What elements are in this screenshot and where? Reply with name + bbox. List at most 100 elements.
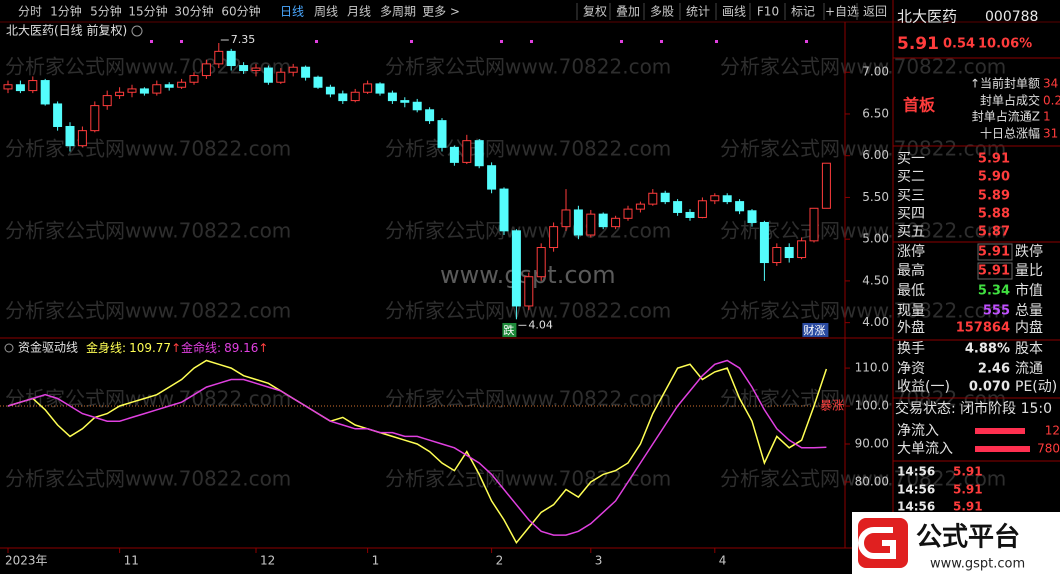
trade-time: 14:56: [897, 465, 935, 479]
watermark: 分析家公式网www.70822.com: [5, 219, 291, 243]
watermark: 分析家公式网www.70822.com: [385, 137, 671, 161]
tool-button[interactable]: 返回: [863, 5, 887, 19]
fund-label: 收益(一): [897, 379, 950, 395]
period-tab[interactable]: 5分钟: [90, 4, 122, 19]
candle-body: [189, 75, 199, 83]
stat-label: 量比: [1015, 263, 1043, 279]
stat-label: 最低: [897, 283, 925, 299]
legend-separator: :: [122, 341, 126, 355]
flow-value: 780: [1037, 442, 1060, 456]
fund-label: PE(动): [1015, 379, 1057, 395]
candle-body: [226, 50, 236, 67]
stat-label: 总量: [1015, 303, 1043, 319]
event-badge: [802, 323, 829, 337]
title-icon: [131, 25, 143, 37]
signal-dot: [805, 40, 808, 43]
period-tab[interactable]: 30分钟: [174, 4, 213, 19]
watermark: 分析家公式网www.70822.com: [5, 299, 291, 323]
candle-body: [53, 103, 63, 127]
period-tab[interactable]: 日线: [280, 5, 304, 19]
candle-body: [102, 95, 112, 107]
period-tab[interactable]: 周线: [314, 5, 338, 19]
y-tick-label: 90.00: [855, 437, 889, 451]
signal-dot: [715, 40, 718, 43]
candle-body: [28, 80, 38, 92]
bid-price: 5.90: [978, 170, 1010, 185]
fund-label: 流通: [1015, 361, 1043, 377]
candle-body: [660, 192, 670, 203]
candle-body: [288, 66, 298, 73]
stat-value: 5.91: [978, 245, 1010, 260]
candle-body: [697, 200, 707, 218]
watermark: 分析家公式网www.70822.com: [720, 467, 1006, 491]
stat-value: 5.34: [978, 284, 1010, 299]
seal-value: 1: [1043, 110, 1051, 124]
candle-body: [536, 247, 546, 278]
trade-time: 14:56: [897, 500, 935, 514]
high-label: 7.35: [231, 33, 256, 46]
low-label: 4.04: [528, 318, 553, 331]
bid-label: 买二: [897, 169, 925, 185]
candle-body: [821, 162, 831, 209]
legend-entry: 金命线: 89.16↑: [181, 340, 268, 355]
period-tab[interactable]: 多周期: [380, 5, 416, 19]
candle-body: [586, 213, 596, 236]
period-tab[interactable]: 分时: [18, 5, 42, 19]
period-tab[interactable]: 60分钟: [221, 4, 260, 19]
tool-button[interactable]: 叠加: [616, 5, 640, 19]
seal-label: ↑当前封单额: [970, 76, 1040, 91]
event-label: 跌: [503, 323, 514, 337]
price: 5.91: [897, 34, 939, 54]
candle-body: [623, 208, 633, 219]
period-tab[interactable]: 更多 >: [422, 5, 460, 19]
candle-body: [90, 105, 100, 132]
candle-body: [759, 221, 769, 264]
fund-value: 2.46: [978, 362, 1010, 377]
watermark: 分析家公式网www.70822.com: [5, 137, 291, 161]
y-tick-label: 100.0: [855, 399, 889, 413]
legend-trend: ↑: [258, 341, 268, 355]
tool-button[interactable]: F10: [757, 5, 779, 19]
fund-label: 净资: [897, 361, 925, 377]
fund-value: 4.88%: [965, 342, 1010, 357]
fund-label: 股本: [1015, 341, 1043, 357]
stat-label: 内盘: [1015, 319, 1043, 336]
candle-body: [152, 84, 162, 94]
candle-body: [350, 91, 360, 102]
value-box: [977, 243, 1013, 261]
title-icon: [4, 343, 14, 353]
candle-body: [214, 50, 224, 65]
tool-button[interactable]: 统计: [686, 5, 710, 19]
stat-label: 涨停: [897, 243, 925, 260]
tool-button[interactable]: 标记: [791, 5, 815, 19]
candle-body: [511, 230, 521, 307]
flow-bar: [975, 428, 1025, 434]
candle-body: [784, 247, 794, 259]
candle-body: [735, 201, 745, 212]
tool-button[interactable]: 复权: [583, 5, 607, 19]
watermark: 分析家公式网www.70822.com: [5, 467, 291, 491]
period-tab[interactable]: 月线: [347, 5, 371, 19]
candle-body: [710, 195, 720, 202]
x-tick-label: 11: [124, 554, 139, 568]
period-tab[interactable]: 15分钟: [128, 4, 167, 19]
tool-button[interactable]: +自选: [825, 5, 859, 19]
watermark: 分析家公式网www.70822.com: [5, 55, 291, 79]
y-tick-label: 4.50: [862, 273, 889, 287]
period-tab[interactable]: 1分钟: [50, 4, 82, 19]
signal-dot: [150, 40, 153, 43]
panel-title: 资金驱动线: [18, 340, 78, 355]
x-tick-label: 4: [719, 554, 727, 568]
candle-body: [3, 84, 13, 90]
signal-dot: [180, 40, 183, 43]
candle-body: [77, 130, 87, 147]
value-box: [977, 262, 1013, 280]
seal-label: 封单占成交: [980, 93, 1040, 108]
candle-body: [722, 195, 732, 203]
tool-button[interactable]: 多股: [650, 5, 674, 19]
signal-dot: [660, 40, 663, 43]
legend-entry: 金身线: 109.77↑: [86, 340, 181, 355]
tool-button[interactable]: 画线: [722, 5, 746, 19]
bid-price: 5.88: [978, 207, 1010, 222]
